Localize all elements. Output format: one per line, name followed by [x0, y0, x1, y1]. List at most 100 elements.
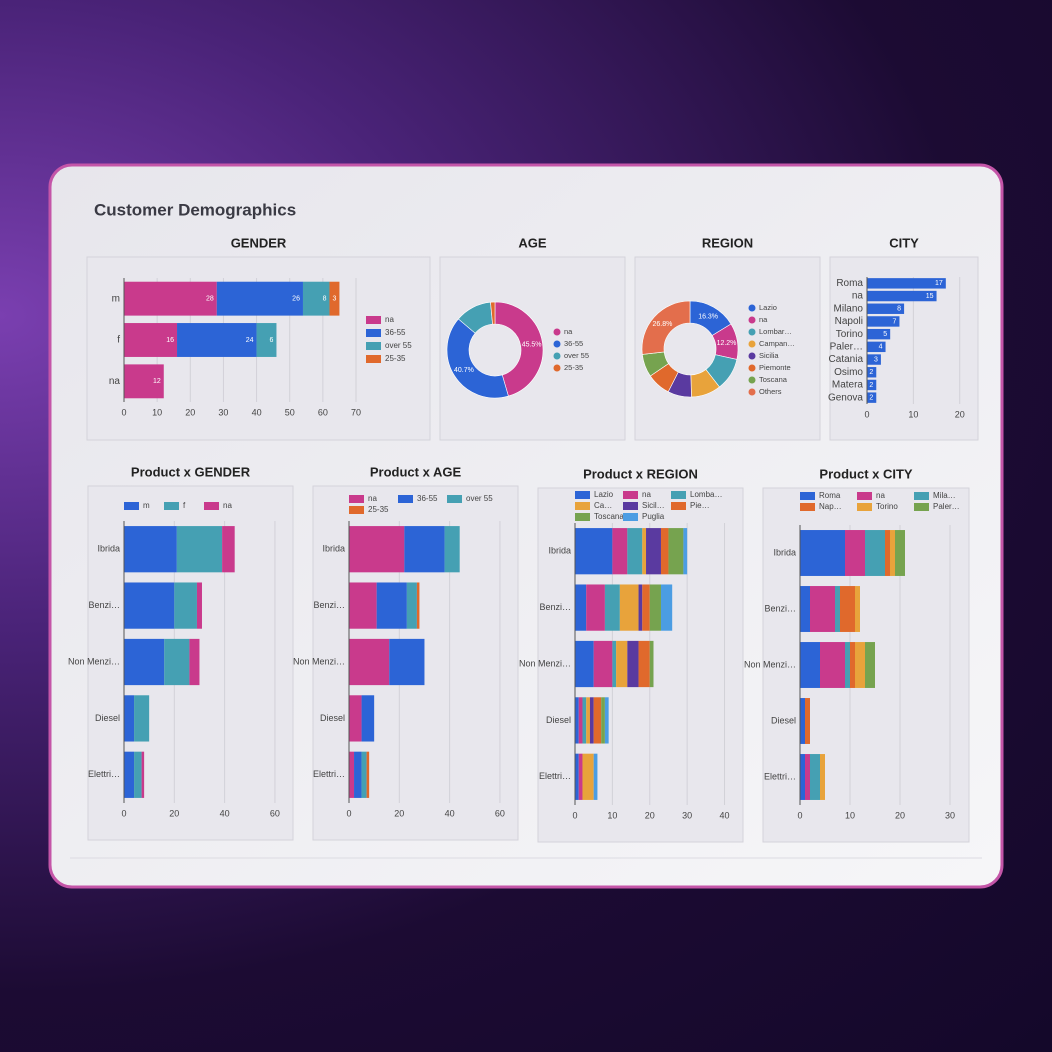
bar-segment: [800, 698, 805, 744]
bar-segment: [845, 530, 865, 576]
bar-segment: [890, 530, 895, 576]
bar-segment: [855, 586, 860, 632]
y-category-label: Elettri…: [764, 771, 796, 781]
legend-label: over 55: [466, 494, 493, 503]
bar-segment: [216, 281, 303, 316]
y-category-label: Diesel: [771, 715, 796, 725]
legend-label: over 55: [564, 351, 589, 360]
y-category-label: Elettri…: [88, 769, 120, 779]
x-tick-label: 0: [121, 808, 126, 818]
bar-segment: [196, 582, 202, 629]
bar-segment: [124, 751, 135, 798]
bar-segment: [176, 526, 223, 573]
legend-label: Lazio: [594, 490, 614, 499]
y-category-label: Ibrida: [97, 544, 120, 554]
slice-label: 40.7%: [454, 367, 474, 374]
data-label: 2: [869, 394, 873, 401]
legend-swatch: [575, 502, 590, 510]
data-label: 15: [926, 293, 934, 300]
bar-segment: [660, 528, 669, 575]
x-tick-label: 30: [945, 810, 955, 820]
bar-segment: [612, 528, 628, 575]
legend-label: na: [642, 490, 651, 499]
x-tick-label: 40: [252, 407, 262, 417]
data-label: 28: [206, 296, 214, 303]
bar-segment: [867, 328, 891, 340]
bar-segment: [649, 640, 654, 688]
legend-label: 36-55: [385, 328, 406, 337]
bar-segment: [867, 341, 886, 353]
bar-segment: [416, 582, 420, 629]
bar-segment: [302, 281, 330, 316]
bar-segment: [222, 526, 235, 573]
bar-segment: [124, 526, 177, 573]
bar-segment: [578, 697, 583, 744]
y-category-label: Ibrida: [322, 544, 345, 554]
x-tick-label: 60: [495, 808, 505, 818]
data-label: 24: [246, 337, 254, 344]
legend-dot: [748, 328, 756, 336]
bar-segment: [578, 753, 583, 800]
bar-segment: [820, 642, 845, 688]
bar-segment: [810, 754, 820, 800]
bar-segment: [134, 695, 150, 742]
legend-label: Campan…: [759, 339, 795, 348]
bar-segment: [575, 640, 594, 688]
x-tick-label: 20: [895, 810, 905, 820]
legend-swatch: [398, 495, 413, 503]
chart-title: Product x CITY: [819, 466, 913, 481]
legend-swatch: [800, 503, 815, 511]
data-label: 8: [897, 306, 901, 313]
y-category-label: Matera: [832, 380, 864, 391]
bar-segment: [845, 642, 850, 688]
bar-segment: [800, 530, 845, 576]
bar-segment: [582, 753, 594, 800]
bar-segment: [660, 584, 673, 631]
legend-swatch: [623, 502, 638, 510]
bar-segment: [840, 586, 855, 632]
y-category-label: Milano: [834, 303, 864, 314]
legend-swatch: [575, 491, 590, 499]
bar-segment: [349, 582, 377, 629]
legend-label: 25-35: [368, 505, 389, 514]
y-category-label: f: [117, 335, 120, 346]
y-category-label: Benzi…: [88, 600, 120, 610]
legend-swatch: [671, 491, 686, 499]
y-category-label: Non Menzi…: [68, 656, 120, 666]
slice-label: 12.2%: [717, 340, 737, 347]
bar-segment: [616, 640, 628, 688]
y-category-label: Napoli: [835, 316, 863, 327]
bar-segment: [406, 582, 417, 629]
legend-label: na: [564, 327, 573, 336]
y-category-label: Benzi…: [539, 602, 571, 612]
bar-segment: [366, 751, 370, 798]
y-category-label: Paler…: [830, 341, 863, 352]
y-category-label: Ibrida: [773, 547, 796, 557]
legend-label: Lomba…: [690, 490, 722, 499]
bar-segment: [124, 323, 178, 357]
bar-segment: [575, 697, 579, 744]
legend-swatch: [914, 503, 929, 511]
bar-segment: [586, 584, 605, 631]
legend-swatch: [366, 316, 381, 324]
legend-dot: [748, 340, 756, 348]
bar-segment: [189, 638, 200, 686]
y-category-label: Ibrida: [548, 546, 571, 556]
x-tick-label: 0: [572, 810, 577, 820]
x-tick-label: 20: [185, 407, 195, 417]
data-label: 16: [166, 337, 174, 344]
bar-segment: [124, 281, 217, 316]
bar-segment: [349, 695, 362, 742]
legend-label: Toscana: [759, 375, 788, 384]
bar-segment: [867, 316, 900, 327]
bar-segment: [810, 586, 835, 632]
x-tick-label: 60: [318, 407, 328, 417]
legend-dot: [748, 376, 756, 384]
legend-swatch: [575, 513, 590, 521]
legend-swatch: [366, 355, 381, 363]
y-category-label: Roma: [836, 278, 863, 289]
legend-dot: [553, 340, 561, 348]
y-category-label: Non Menzi…: [293, 656, 345, 666]
